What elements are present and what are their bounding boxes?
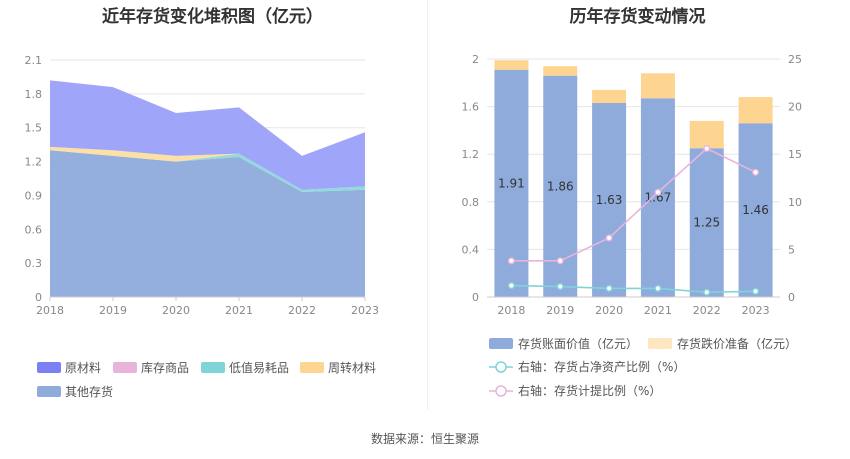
line-point [556, 282, 564, 291]
line-point [703, 288, 711, 296]
right-y-tick-label: 1.6 [462, 101, 480, 114]
line-右轴：存货计提比例（%） [511, 147, 756, 262]
bar-data-label: 1.63 [596, 193, 623, 207]
left-x-tick-label: 2018 [36, 304, 64, 317]
right-y-tick-label: 0.8 [462, 196, 480, 209]
bar-data-label: 1.46 [742, 203, 769, 217]
left-chart-title: 近年存货变化堆积图（亿元） [102, 7, 323, 27]
left-y-tick-label: 0 [35, 291, 42, 304]
line-point [752, 287, 760, 295]
left-legend-swatch [37, 362, 61, 373]
left-x-tick-label: 2019 [99, 304, 127, 317]
right-legend-swatch [648, 338, 672, 349]
left-y-tick-label: 1.2 [25, 156, 43, 169]
bar-data-label: 1.91 [498, 176, 525, 190]
data-source: 数据来源：恒生聚源 [370, 432, 479, 446]
line-右轴：存货占净资产比例（%） [511, 284, 756, 294]
line-point [507, 282, 515, 290]
bar-book-value [689, 148, 724, 297]
area-原材料 [50, 80, 365, 190]
right-legend-label: 存货跌价准备（亿元） [677, 336, 797, 351]
bar-book-value [640, 98, 675, 298]
left-legend-label: 原材料 [65, 361, 101, 375]
left-legend-label: 库存商品 [141, 360, 189, 375]
right-y2-tick-label: 10 [788, 196, 802, 209]
left-y-tick-label: 0.9 [25, 189, 43, 202]
right-legend-marker [495, 385, 507, 397]
right-x-tick-label: 2023 [742, 304, 770, 317]
right-x-tick-label: 2018 [497, 304, 525, 317]
area-周转材料 [50, 146, 365, 190]
bar-book-value [738, 123, 773, 297]
right-legend-label: 右轴：存货占净资产比例（%） [518, 359, 685, 374]
line-point [556, 257, 564, 265]
bar-impairment [640, 73, 675, 99]
right-chart-title: 历年存货变动情况 [569, 7, 706, 27]
right-y2-tick-label: 25 [788, 53, 802, 66]
bar-book-value [592, 103, 627, 297]
bar-data-label: 1.25 [693, 216, 720, 230]
area-低值易耗品 [50, 150, 365, 193]
line-point [654, 188, 662, 196]
left-legend-label: 其他存货 [65, 384, 113, 399]
left-y-tick-label: 0.3 [25, 257, 43, 270]
right-x-tick-label: 2021 [644, 304, 672, 317]
right-y-tick-label: 1.2 [462, 148, 480, 161]
bar-data-label: 1.67 [645, 191, 672, 205]
left-y-tick-label: 1.8 [25, 88, 43, 101]
bar-impairment [689, 120, 724, 149]
line-point [605, 234, 613, 242]
right-y-tick-label: 0 [472, 291, 479, 304]
right-legend-label: 右轴：存货计提比例（%） [518, 383, 661, 398]
left-legend-swatch [201, 362, 225, 373]
right-y2-tick-label: 0 [788, 291, 795, 304]
chart-divider [427, 0, 428, 410]
bar-data-label: 1.86 [547, 179, 574, 193]
bar-impairment [543, 66, 578, 76]
left-legend-label: 低值易耗品 [229, 360, 289, 375]
area-其他存货 [50, 150, 365, 297]
line-point [654, 284, 662, 292]
right-x-tick-label: 2020 [595, 304, 623, 317]
right-y2-tick-label: 15 [788, 148, 802, 161]
left-x-tick-label: 2021 [225, 304, 253, 317]
right-x-tick-label: 2019 [546, 304, 574, 317]
left-legend-swatch [113, 362, 137, 373]
left-x-tick-label: 2020 [162, 304, 190, 317]
left-y-tick-label: 2.1 [25, 54, 43, 67]
left-x-tick-label: 2023 [351, 304, 379, 317]
line-point [507, 257, 515, 265]
right-y2-tick-label: 20 [788, 101, 802, 114]
bar-impairment [592, 89, 627, 104]
right-legend-label: 存货账面价值（亿元） [518, 336, 638, 351]
line-point [605, 284, 613, 292]
left-y-tick-label: 0.6 [25, 223, 43, 236]
right-y2-tick-label: 5 [788, 243, 795, 256]
right-x-tick-label: 2022 [693, 304, 721, 317]
right-legend-marker [495, 361, 507, 373]
left-legend-label: 周转材料 [328, 360, 376, 375]
bar-impairment [738, 97, 773, 124]
right-legend-swatch [489, 338, 513, 349]
bar-impairment [494, 60, 529, 70]
right-y-tick-label: 2 [472, 53, 479, 66]
left-legend-swatch [300, 362, 324, 373]
left-x-tick-label: 2022 [288, 304, 316, 317]
line-point [752, 168, 760, 176]
right-y-tick-label: 0.4 [462, 243, 480, 256]
left-legend-swatch [37, 386, 61, 397]
line-point [703, 144, 711, 153]
left-y-tick-label: 1.5 [25, 122, 43, 135]
